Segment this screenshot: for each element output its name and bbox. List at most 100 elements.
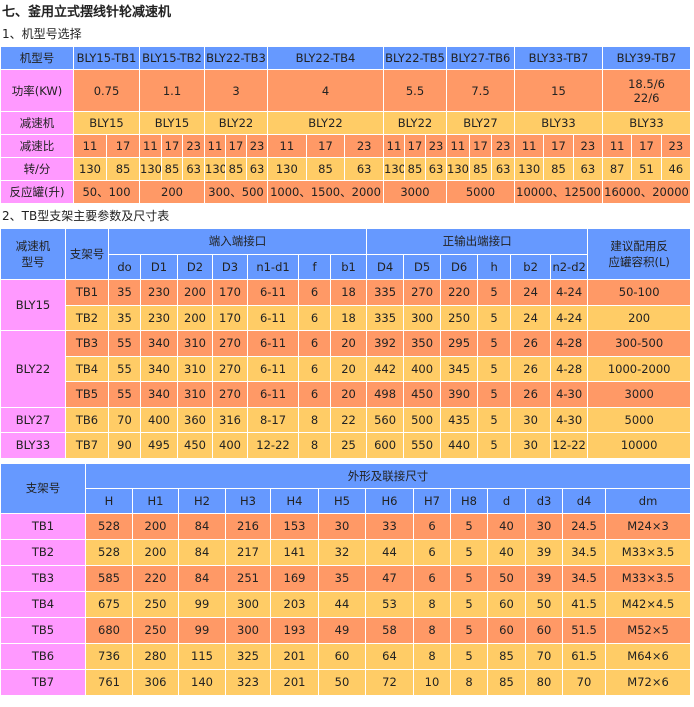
value-cell: 170 <box>212 279 248 306</box>
value-cell: 55 <box>108 381 141 408</box>
table-row: BLY27 TB6 70 400 360 316 8-17 8 22 560 500 435 5 30 4-… <box>0 406 692 433</box>
table-row: TB7 761 306 140 323 201 50 72 10 8 85 80 70 M72×6 <box>0 668 692 696</box>
table-row: TB4 55 340 310 270 6-11 6 20 442 400 345 5 26 4-28 100… <box>1 355 692 382</box>
value-cell: 44 <box>365 538 414 566</box>
value-cell: 5 <box>477 304 512 331</box>
value-cell: 24.5 <box>562 512 606 540</box>
value-cell: 115 <box>178 642 226 670</box>
value-cell: 24 <box>510 304 552 331</box>
value-cell: 585 <box>85 564 133 592</box>
speed-cell: 63 <box>182 157 205 181</box>
column-header: H2 <box>178 487 226 514</box>
column-header: H7 <box>413 487 451 514</box>
value-cell: 26 <box>510 330 552 357</box>
bracket-cell: TB1 <box>0 512 86 540</box>
ratio-cell: 23 <box>344 134 384 158</box>
ratio-cell: 23 <box>424 134 448 158</box>
value-cell: 230 <box>140 304 178 331</box>
value-cell: 340 <box>140 381 178 408</box>
bracket-header: 支架号 <box>0 462 86 514</box>
speed-cell: 130 <box>383 157 405 181</box>
column-header: d3 <box>525 487 563 514</box>
tank-label: 反应罐(升) <box>0 180 74 204</box>
value-cell: 400 <box>212 432 248 459</box>
value-cell: 53 <box>365 590 414 618</box>
column-header: dm <box>604 487 692 514</box>
column-header: d <box>487 487 526 514</box>
value-cell: 32 <box>318 538 366 566</box>
value-cell: 400 <box>140 406 178 433</box>
speed-row: 转/分 130 85 130 85 63 130 85 63 130 85 63 130 85 63 130 8… <box>0 157 692 181</box>
model-header: BLY33-TB7 <box>514 46 603 70</box>
value-cell: 6 <box>413 538 451 566</box>
value-cell: 450 <box>177 432 213 459</box>
value-cell: 26 <box>510 381 552 408</box>
value-cell: 84 <box>178 564 226 592</box>
value-cell: 30 <box>525 512 563 540</box>
value-cell: 6-11 <box>247 381 299 408</box>
value-cell: 64 <box>365 642 414 670</box>
value-cell: 35 <box>108 304 141 331</box>
value-cell: 200 <box>177 304 213 331</box>
value-cell: 18 <box>329 304 368 331</box>
value-cell: 450 <box>403 381 442 408</box>
value-cell: 316 <box>212 406 248 433</box>
value-cell: 220 <box>440 279 479 306</box>
model-header: BLY22-TB5 <box>382 46 448 70</box>
value-cell: M33×3.5 <box>604 538 692 566</box>
power-cell: 18.5/6 22/6 <box>602 69 691 112</box>
value-cell: 5 <box>450 590 488 618</box>
value-cell: 4-28 <box>550 330 589 357</box>
value-cell: 220 <box>132 564 179 592</box>
value-cell: 22 <box>329 406 368 433</box>
input-interface-header: 端入端接口 <box>107 228 368 255</box>
value-cell: 80 <box>525 668 563 696</box>
speed-cell: 46 <box>660 157 692 181</box>
column-header: n2-d2 <box>550 253 589 280</box>
ratio-cell: 23 <box>245 134 269 158</box>
value-cell: 44 <box>318 590 366 618</box>
value-cell: 49 <box>318 616 366 644</box>
value-cell: 55 <box>108 355 141 382</box>
value-cell: 5 <box>477 355 512 382</box>
value-cell: 8 <box>413 590 451 618</box>
power-cell: 15 <box>514 69 603 112</box>
value-cell: 35 <box>108 279 141 306</box>
value-cell: 5000 <box>587 406 692 433</box>
column-header: H1 <box>132 487 179 514</box>
ratio-cell: 17 <box>225 134 247 158</box>
value-cell: 6 <box>413 512 451 540</box>
speed-cell: 130 <box>139 157 162 181</box>
bracket-cell: TB1 <box>65 279 109 306</box>
tank-cell: 10000、12500 <box>514 180 603 204</box>
value-cell: 34.5 <box>562 564 606 592</box>
column-header: H6 <box>365 487 414 514</box>
ratio-cell: 23 <box>182 134 205 158</box>
value-cell: 6 <box>413 564 451 592</box>
value-cell: 270 <box>212 381 248 408</box>
value-cell: 230 <box>140 279 178 306</box>
value-cell: 216 <box>225 512 271 540</box>
value-cell: 40 <box>487 512 526 540</box>
speed-cell: 130 <box>513 157 545 181</box>
power-row: 功率(KW) 0.75 1.1 3 4 5.5 7.5 15 18.5/6 22/6 <box>0 69 691 112</box>
table-row: BLY15 TB1 35 230 200 170 6-11 6 18 335 270 220 5 24 4-… <box>0 279 692 331</box>
reducer-cell: BLY33 <box>514 111 603 135</box>
value-cell: 5 <box>450 564 488 592</box>
value-cell: 8 <box>298 406 331 433</box>
reducer-model-header: 减速机 型号 <box>0 228 66 280</box>
reducer-model-cell: BLY15 <box>0 279 66 331</box>
value-cell: 6 <box>298 355 331 382</box>
value-cell: 8 <box>298 432 331 459</box>
value-cell: 528 <box>85 512 133 540</box>
value-cell: 310 <box>177 381 213 408</box>
value-cell: 85 <box>487 668 526 696</box>
value-cell: 325 <box>225 642 271 670</box>
value-cell: 5 <box>450 616 488 644</box>
tank-cell: 5000 <box>446 180 515 204</box>
model-header: BLY15-TB2 <box>139 46 205 70</box>
ratio-cell: 11 <box>601 134 633 158</box>
speed-cell: 85 <box>225 157 247 181</box>
power-cell: 5.5 <box>382 69 448 112</box>
value-cell: 55 <box>108 330 141 357</box>
